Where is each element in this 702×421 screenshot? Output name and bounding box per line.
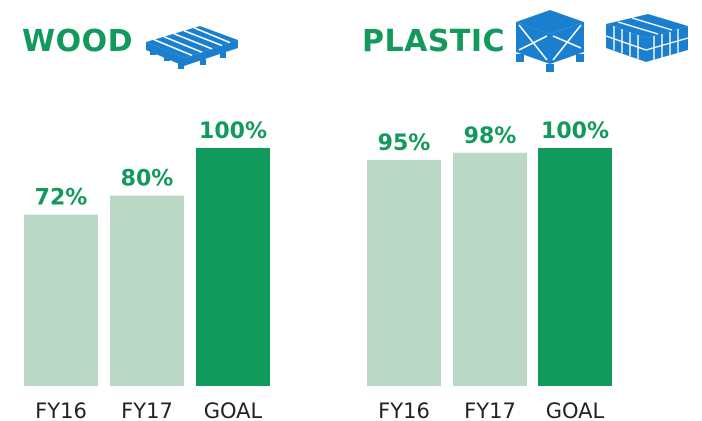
bar-goal bbox=[196, 148, 270, 386]
bar-fy17 bbox=[110, 195, 184, 386]
value-label: 95% bbox=[378, 131, 431, 156]
bar-fy17 bbox=[453, 152, 527, 386]
bar-fy16 bbox=[24, 214, 98, 386]
bar-goal bbox=[538, 148, 612, 386]
value-label: 72% bbox=[35, 186, 88, 211]
category-label: FY16 bbox=[35, 399, 87, 421]
plastic-panel-title: PLASTIC bbox=[362, 24, 506, 59]
category-label: FY17 bbox=[121, 399, 173, 421]
wood-panel-title: WOOD bbox=[22, 24, 133, 59]
pallet-icon bbox=[146, 26, 238, 69]
category-label: GOAL bbox=[204, 399, 263, 421]
value-label: 98% bbox=[464, 124, 517, 149]
value-label: 80% bbox=[121, 167, 174, 192]
crate-tray-icon bbox=[605, 14, 689, 62]
category-label: GOAL bbox=[546, 399, 605, 421]
value-label: 100% bbox=[541, 119, 609, 144]
crate-box-icon bbox=[516, 10, 584, 72]
category-label: FY17 bbox=[464, 399, 516, 421]
bar-fy16 bbox=[367, 159, 441, 386]
category-label: FY16 bbox=[378, 399, 430, 421]
value-label: 100% bbox=[199, 119, 267, 144]
